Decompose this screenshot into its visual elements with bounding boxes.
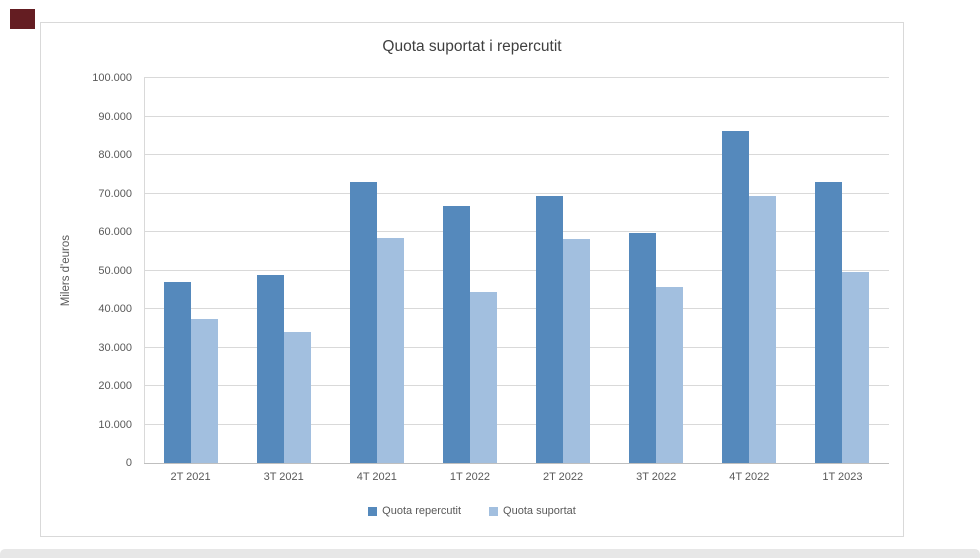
gridline — [144, 77, 889, 78]
x-axis-tick-label: 2T 2021 — [170, 471, 211, 483]
bar-quota-suportat-3t-2021 — [283, 332, 311, 463]
bottom-strip — [0, 549, 980, 558]
x-axis-line — [144, 463, 889, 464]
bar-quota-suportat-1t-2022 — [469, 292, 497, 463]
gridline — [144, 231, 889, 232]
x-axis-tick-label: 4T 2022 — [729, 471, 770, 483]
y-axis-tick-label: 80.000 — [98, 149, 132, 161]
x-axis-tick-label: 1T 2022 — [449, 471, 491, 483]
gridlines-layer — [144, 77, 889, 463]
bar-quota-repercutit-2t-2022 — [536, 196, 564, 463]
bar-quota-repercutit-1t-2023 — [815, 181, 843, 463]
gridline — [144, 423, 889, 425]
x-axis-tick-label: 2T 2022 — [542, 471, 584, 483]
y-axis-tick-label: 40.000 — [98, 303, 132, 315]
bar-group-2t-2022 — [517, 78, 610, 463]
y-axis-tick-label: 20.000 — [98, 380, 132, 392]
bar-group-3t-2021 — [237, 78, 330, 463]
bar-group-3t-2022 — [610, 78, 703, 463]
legend-item-quota-repercutit: Quota repercutit — [368, 505, 461, 517]
gridline — [144, 308, 889, 309]
bar-group-4t-2022 — [703, 78, 796, 463]
y-axis-tick-label: 10.000 — [98, 418, 132, 431]
y-axis-tick-label: 70.000 — [98, 187, 132, 200]
x-axis-labels: 2T 2021 3T 2021 4T 2021 1T 2022 2T 2022 3T 20… — [144, 471, 889, 487]
legend-swatch-quota-suportat — [489, 506, 499, 516]
y-axis-tick-label: 90.000 — [98, 110, 132, 123]
bar-quota-suportat-4t-2022 — [749, 196, 777, 463]
x-axis-tick-label: 3T 2022 — [636, 471, 677, 483]
y-axis-tick-label: 100.000 — [92, 72, 132, 84]
legend-swatch-quota-repercutit — [368, 506, 378, 516]
bar-quota-repercutit-3t-2021 — [256, 274, 284, 463]
y-axis-tick-label: 50.000 — [98, 264, 132, 277]
bar-quota-repercutit-3t-2022 — [629, 233, 657, 463]
bar-quota-suportat-1t-2023 — [842, 272, 870, 463]
bar-group-1t-2023 — [796, 78, 889, 463]
legend: Quota repercutit Quota suportat — [41, 505, 903, 517]
bar-group-4t-2021 — [330, 78, 423, 463]
bar-quota-repercutit-1t-2022 — [442, 206, 470, 463]
y-axis-labels: 0 10.000 20.000 30.000 40.000 50.000 60.000 70.… — [41, 72, 138, 469]
bar-quota-repercutit-4t-2021 — [349, 181, 377, 463]
bar-quota-repercutit-2t-2021 — [163, 281, 191, 463]
y-axis-tick-label: 0 — [125, 457, 132, 469]
gridline — [144, 269, 889, 271]
bar-quota-repercutit-4t-2022 — [722, 130, 750, 463]
gridline — [144, 192, 889, 194]
x-axis-tick-label: 3T 2021 — [263, 471, 304, 483]
legend-item-quota-suportat: Quota suportat — [489, 505, 576, 517]
x-axis-tick-label: 4T 2021 — [356, 471, 397, 483]
legend-label: Quota repercutit — [382, 505, 462, 517]
chart: Quota suportat i repercutit Milers d'eur… — [40, 22, 904, 537]
y-axis-line — [144, 78, 145, 463]
bar-groups — [144, 78, 889, 463]
gridline — [144, 346, 889, 348]
gridline — [144, 154, 889, 155]
y-axis-tick-label: 30.000 — [98, 341, 132, 354]
legend-label: Quota suportat — [503, 505, 576, 517]
bar-group-1t-2022 — [423, 78, 516, 463]
corner-mark — [10, 9, 35, 29]
plot-area — [144, 77, 889, 463]
gridline — [144, 115, 889, 117]
bar-quota-suportat-4t-2021 — [376, 237, 404, 463]
bar-group-2t-2021 — [144, 78, 237, 463]
y-axis-tick-label: 60.000 — [98, 226, 132, 238]
bar-quota-suportat-3t-2022 — [656, 287, 684, 463]
bar-quota-suportat-2t-2021 — [190, 318, 218, 463]
chart-title: Quota suportat i repercutit — [382, 38, 562, 55]
bar-quota-suportat-2t-2022 — [563, 238, 591, 463]
gridline — [144, 385, 889, 386]
x-axis-tick-label: 1T 2023 — [822, 471, 863, 483]
